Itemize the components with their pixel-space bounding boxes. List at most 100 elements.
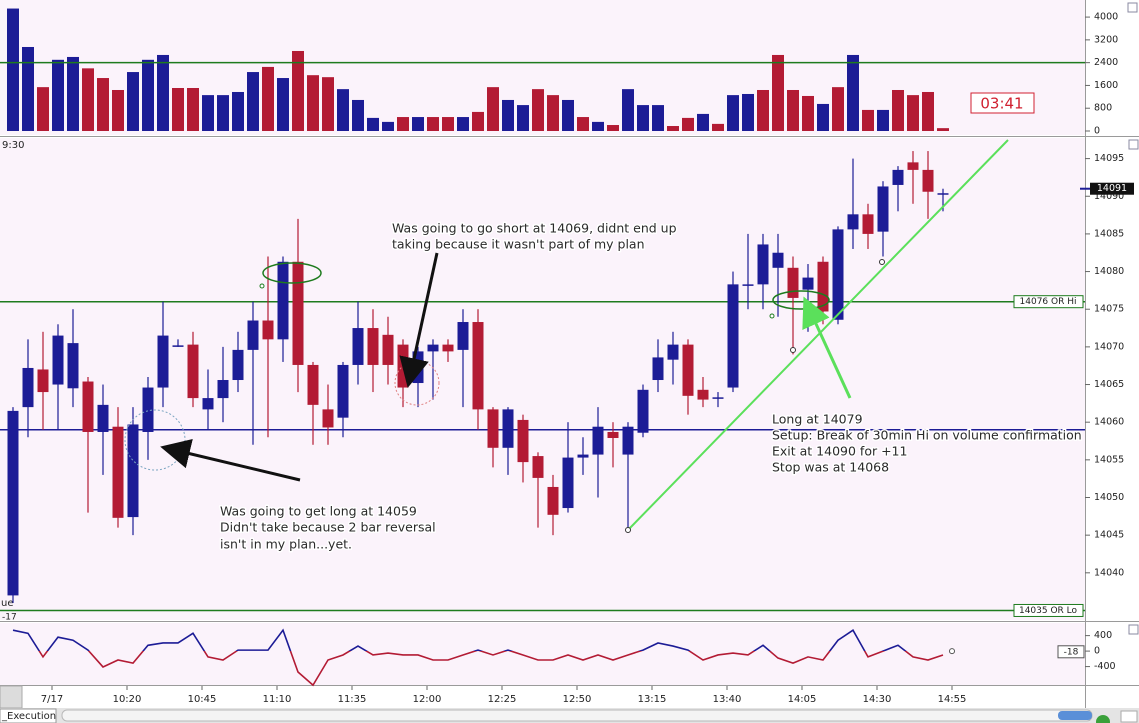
refresh-button[interactable] <box>1096 715 1110 723</box>
candle-body <box>427 344 439 352</box>
annotation: isn't in my plan...yet. <box>220 537 352 552</box>
candle-body <box>517 419 529 463</box>
y-tick-label: 3200 <box>1094 34 1118 45</box>
scrollbar[interactable] <box>61 709 1093 722</box>
timer: 03:41 <box>980 95 1023 113</box>
volume-bar <box>352 99 364 131</box>
candle-body <box>727 284 739 388</box>
y-tick-label: 14050 <box>1094 492 1124 503</box>
volume-bar <box>52 59 64 131</box>
volume-bar <box>262 66 274 131</box>
candle-body <box>697 389 709 400</box>
oscillator-line <box>12 628 944 687</box>
x-tick-label: 14:55 <box>938 694 967 705</box>
candle-body <box>487 409 499 448</box>
x-tick-label: 12:00 <box>413 694 442 705</box>
candle-body <box>847 214 859 230</box>
x-tick-label: 13:15 <box>638 694 667 705</box>
volume-bar <box>412 117 424 131</box>
candle-body <box>907 162 919 170</box>
candle-body <box>802 277 814 290</box>
candle-body <box>292 261 304 365</box>
candle-body <box>172 345 184 347</box>
tab[interactable] <box>0 708 57 723</box>
candle-body <box>787 267 799 298</box>
volume-bar <box>82 68 94 131</box>
volume-bar <box>847 54 859 131</box>
tab-label[interactable]: _Execution <box>1 711 56 722</box>
y-tick-label: 2400 <box>1094 57 1118 68</box>
x-tick-label: 13:40 <box>713 694 742 705</box>
candle-body <box>682 344 694 396</box>
volume-bar <box>442 117 454 131</box>
x-tick-label: 11:35 <box>338 694 367 705</box>
x-tick-label: 12:50 <box>563 694 592 705</box>
plot-layer: 0800160024003200400014040140451405014055… <box>0 8 1134 705</box>
y-tick-label: 800 <box>1094 103 1112 114</box>
volume-bar <box>142 59 154 131</box>
y-tick-label: 1600 <box>1094 80 1118 91</box>
candle-body <box>442 344 454 352</box>
y-tick-label: 4000 <box>1094 12 1118 23</box>
candle-body <box>892 169 904 185</box>
candle-body <box>232 349 244 381</box>
candle-body <box>382 334 394 365</box>
x-tick-label: 14:05 <box>788 694 817 705</box>
annotation: Setup: Break of 30min Hi on volume confi… <box>772 428 1082 443</box>
volume-bar <box>127 72 139 131</box>
price-panel <box>0 138 1085 620</box>
candle-body <box>817 261 829 312</box>
level-tag <box>1013 295 1084 309</box>
anchor-point <box>790 347 796 353</box>
last-value-label: -18 <box>1064 647 1079 657</box>
right-axis <box>1085 0 1139 708</box>
y-tick-label: 14080 <box>1094 266 1124 277</box>
candle-body <box>592 426 604 455</box>
candle-body <box>457 322 469 350</box>
candle-body <box>757 244 769 285</box>
candle-body <box>7 410 19 596</box>
annotation: Exit at 14090 for +11 <box>772 444 907 459</box>
annotation: Didn't take because 2 bar reversal <box>220 520 436 535</box>
candle-body <box>832 229 844 320</box>
panel-button[interactable] <box>1128 139 1139 150</box>
volume-bar <box>862 109 874 131</box>
candle-body <box>112 426 124 518</box>
candle-body <box>307 364 319 405</box>
volume-bar <box>277 78 289 131</box>
arrow <box>399 252 439 388</box>
y-tick-label: 14065 <box>1094 379 1124 390</box>
volume-bar <box>427 117 439 131</box>
volume-bar <box>367 117 379 131</box>
annotation: Was going to go short at 14069, didnt en… <box>392 221 677 236</box>
arrow <box>802 296 852 399</box>
volume-bar <box>742 93 754 131</box>
candle-body <box>277 261 289 340</box>
volume-bar <box>292 50 304 131</box>
volume-bar <box>202 95 214 131</box>
volume-bar <box>607 125 619 131</box>
oscillator-label: -17 <box>2 613 17 623</box>
panel-button[interactable] <box>1128 624 1139 635</box>
x-tick-label: 11:10 <box>263 694 292 705</box>
candle-body <box>877 186 889 232</box>
last-value-tag <box>1057 645 1085 659</box>
volume-bar <box>577 117 589 131</box>
last-price-label: 14091 <box>1097 183 1127 194</box>
panel-close[interactable] <box>1127 2 1138 13</box>
y-tick-label: 14085 <box>1094 228 1124 239</box>
candle-body <box>502 409 514 448</box>
candle-body <box>367 328 379 365</box>
candle-body <box>337 364 349 418</box>
candle-body <box>202 398 214 410</box>
volume-bar <box>517 105 529 131</box>
volume-bar <box>637 105 649 131</box>
volume-bar <box>307 75 319 131</box>
candle-body <box>142 387 154 432</box>
candle-body <box>157 335 169 388</box>
corner-button[interactable] <box>1120 710 1138 723</box>
volume-bar <box>592 121 604 131</box>
volume-bar <box>727 95 739 131</box>
scroll-thumb[interactable] <box>1058 711 1092 720</box>
